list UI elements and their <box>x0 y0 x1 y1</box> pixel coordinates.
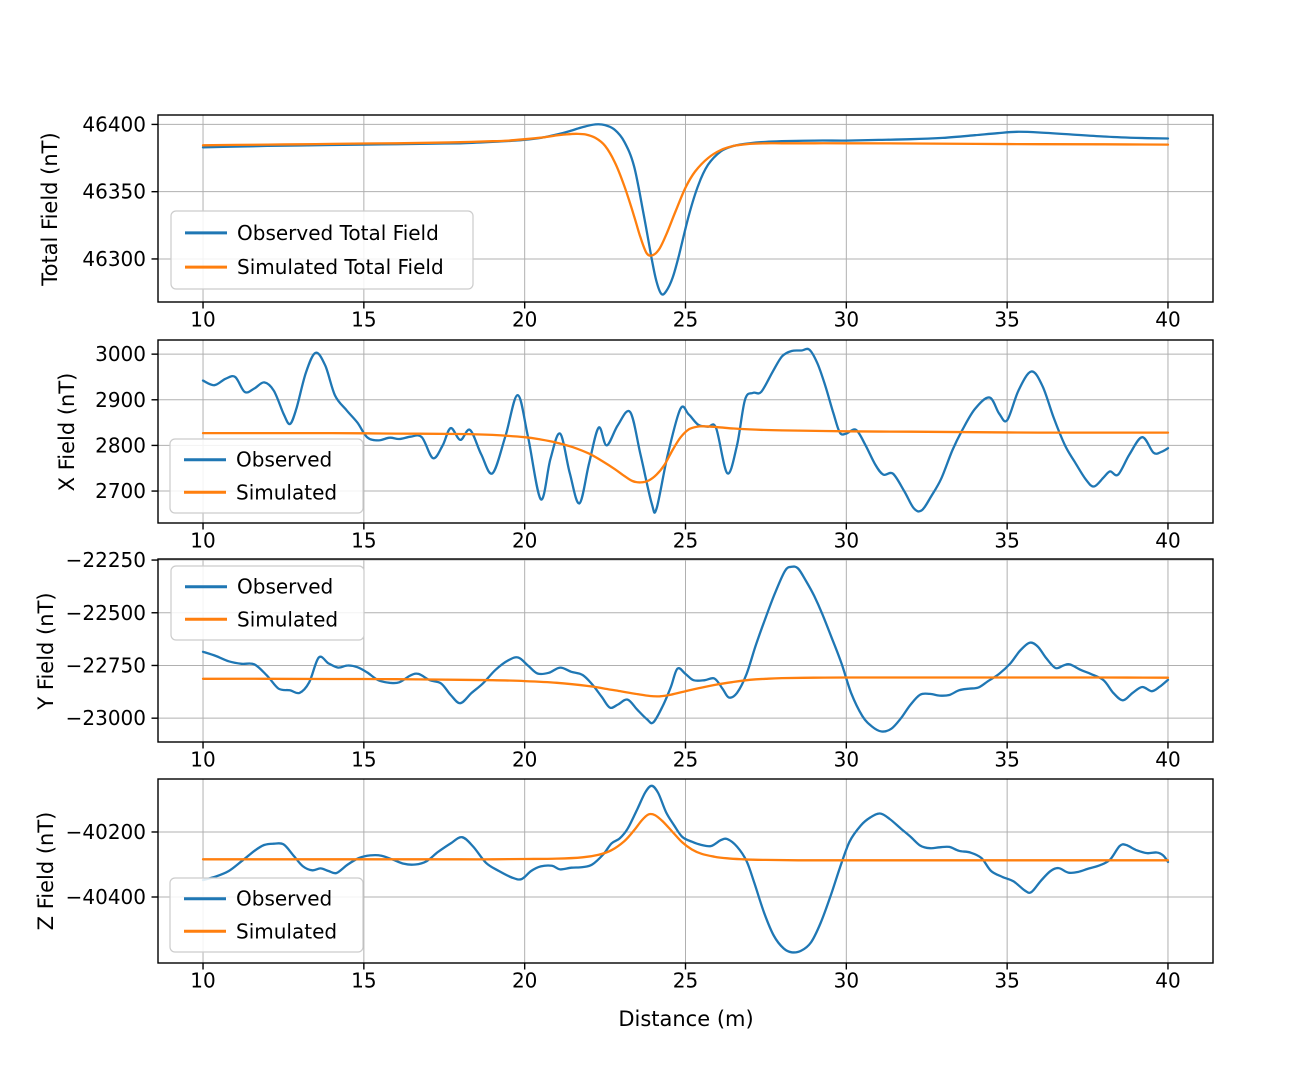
ylabel-x-field: X Field (nT) <box>55 372 79 492</box>
x-tick-label: 40 <box>1155 529 1180 553</box>
series-simulated-panel-0 <box>201 132 1170 257</box>
x-tick-label: 30 <box>834 529 859 553</box>
panel-2: 10 15 20 25 30 35 40 −23000 −22750 −22500 −22250 Ob… <box>66 548 1214 772</box>
ylabel-z-field: Z Field (nT) <box>34 811 58 931</box>
legend-box <box>170 210 474 290</box>
x-tick-label: 35 <box>994 748 1019 772</box>
x-tick-label: 20 <box>512 748 537 772</box>
legend-panel-1: Observed Simulated <box>169 438 364 514</box>
legend-panel-0: Observed Total Field Simulated Total Fiel… <box>170 210 474 290</box>
x-tick-label: 15 <box>351 529 376 553</box>
series-observed-panel-2 <box>201 565 1170 733</box>
legend-entry-label: Simulated <box>237 607 338 631</box>
xlabel-distance: Distance (m) <box>618 1007 754 1031</box>
legend-entry-label: Simulated <box>236 919 337 943</box>
x-tick-label: 25 <box>673 308 698 332</box>
legend-panel-2: Observed Simulated <box>170 565 365 641</box>
y-tick-label: 46350 <box>82 180 146 204</box>
legend-box <box>169 438 364 514</box>
y-tick-label: 46300 <box>82 247 146 271</box>
x-tick-label: 15 <box>351 748 376 772</box>
x-tick-label: 15 <box>351 308 376 332</box>
series-simulated-panel-3 <box>201 812 1170 862</box>
x-tick-label: 15 <box>351 969 376 993</box>
y-tick-label: −40400 <box>66 885 146 909</box>
x-tick-label: 35 <box>994 308 1019 332</box>
legend-entry-label: Observed <box>236 887 332 911</box>
ylabel-y-field: Y Field (nT) <box>34 592 58 710</box>
x-tick-label: 35 <box>994 529 1019 553</box>
series-observed-panel-3 <box>201 784 1170 954</box>
legend-panel-3: Observed Simulated <box>169 877 364 953</box>
legend-entry-label: Observed <box>237 575 333 599</box>
legend-box <box>170 565 365 641</box>
x-tick-label: 30 <box>834 969 859 993</box>
y-tick-label: −23000 <box>66 706 146 730</box>
x-tick-label: 10 <box>190 969 215 993</box>
x-tick-label: 30 <box>834 308 859 332</box>
panel-1: 10 15 20 25 30 35 40 2700 2800 2900 3000 Observed Si… <box>95 339 1214 553</box>
x-tick-label: 20 <box>512 969 537 993</box>
legend-entry-label: Simulated Total Field <box>237 255 444 279</box>
legend-box <box>169 877 364 953</box>
x-tick-label: 35 <box>994 969 1019 993</box>
series-simulated-panel-1 <box>201 425 1170 484</box>
legend-entry-label: Simulated <box>236 480 337 504</box>
y-tick-label: −22750 <box>66 653 146 677</box>
x-tick-label: 10 <box>190 748 215 772</box>
series-observed-panel-1 <box>201 347 1170 514</box>
x-tick-label: 25 <box>673 969 698 993</box>
x-tick-label: 20 <box>512 529 537 553</box>
legend-entry-label: Observed Total Field <box>237 221 439 245</box>
x-tick-label: 10 <box>190 308 215 332</box>
y-tick-label: 2800 <box>95 433 146 457</box>
y-tick-label: 2900 <box>95 388 146 412</box>
y-tick-label: 3000 <box>95 342 146 366</box>
x-tick-label: 10 <box>190 529 215 553</box>
y-tick-label: −22250 <box>66 548 146 572</box>
y-tick-label: −40200 <box>66 820 146 844</box>
y-tick-label: 46400 <box>82 112 146 136</box>
y-tick-label: 2700 <box>95 479 146 503</box>
x-tick-label: 30 <box>834 748 859 772</box>
x-tick-label: 20 <box>512 308 537 332</box>
x-tick-label: 40 <box>1155 748 1180 772</box>
x-tick-label: 25 <box>673 529 698 553</box>
y-tick-label: −22500 <box>66 601 146 625</box>
ylabel-total-field: Total Field (nT) <box>38 132 62 286</box>
series-simulated-panel-2 <box>201 676 1170 698</box>
x-tick-label: 25 <box>673 748 698 772</box>
legend-entry-label: Observed <box>236 448 332 472</box>
x-tick-label: 40 <box>1155 969 1180 993</box>
grid-panel-0 <box>158 115 1213 302</box>
x-tick-label: 40 <box>1155 308 1180 332</box>
panel-0: 10 15 20 25 30 35 40 46300 46350 46400 Observed To… <box>82 112 1214 332</box>
panel-3: 10 15 20 25 30 35 40 −40400 −40200 Observed Simula… <box>66 778 1214 993</box>
